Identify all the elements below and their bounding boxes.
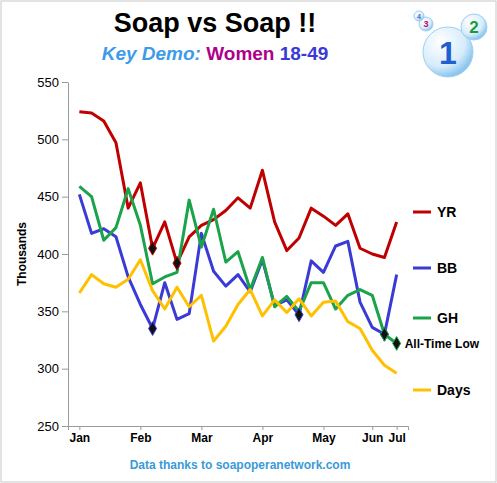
y-axis-title: Thousands xyxy=(15,222,29,286)
subtitle-part: Women xyxy=(201,43,275,64)
badge-number: 3 xyxy=(423,19,428,29)
series-line xyxy=(79,194,396,334)
subtitle-part: Key Demo: xyxy=(102,43,201,64)
x-tick-label: Jun xyxy=(362,431,383,445)
y-tick: 450 xyxy=(37,189,68,204)
y-tick-label: 350 xyxy=(37,304,59,319)
badge-bubble xyxy=(414,11,424,21)
legend-swatch xyxy=(413,389,431,392)
x-tick-mark xyxy=(372,426,373,430)
x-tick: Jan xyxy=(70,426,91,445)
x-axis: Jan Feb Mar Apr May Jun Jul xyxy=(69,426,409,445)
y-tick-mark xyxy=(62,426,68,427)
chart: Soap vs Soap !!Key Demo: Women 18-491234… xyxy=(0,0,497,483)
subtitle-part: 18-49 xyxy=(274,43,328,64)
legend-label: Days xyxy=(437,382,471,398)
y-tick: 350 xyxy=(37,304,68,319)
series-line xyxy=(79,112,396,263)
y-tick-mark xyxy=(62,369,68,370)
low-marker xyxy=(295,308,303,322)
x-tick-mark xyxy=(262,426,263,430)
x-axis-line xyxy=(69,427,409,431)
x-tick-label: May xyxy=(312,431,336,445)
low-marker xyxy=(149,322,157,336)
y-tick-mark xyxy=(62,197,68,198)
series-line xyxy=(79,260,396,374)
badge-number: 1 xyxy=(439,35,457,71)
legend-swatch xyxy=(413,211,431,214)
legend-label: YR xyxy=(437,204,456,220)
y-tick: 300 xyxy=(37,361,68,376)
annotation: All-Time Low xyxy=(405,337,480,351)
legend-label: GH xyxy=(437,310,458,326)
x-tick-label: Mar xyxy=(191,431,213,445)
low-marker xyxy=(173,256,181,270)
frame xyxy=(1,1,496,482)
y-tick-label: 400 xyxy=(37,247,59,262)
x-tick: Apr xyxy=(253,426,274,445)
legend-swatch xyxy=(413,317,431,320)
badge-number: 2 xyxy=(469,18,478,37)
y-tick-label: 500 xyxy=(37,132,59,147)
legend: YR BB GH Days xyxy=(413,204,471,398)
legend-label: BB xyxy=(437,260,457,276)
subtitle: Key Demo: Women 18-49 xyxy=(102,43,329,64)
source-note: Data thanks to soapoperanetwork.com xyxy=(130,458,351,472)
y-tick-mark xyxy=(62,311,68,312)
y-tick-label: 550 xyxy=(37,75,59,90)
y-tick: 250 xyxy=(37,419,68,434)
plot-area xyxy=(79,112,400,373)
y-tick-label: 250 xyxy=(37,419,59,434)
y-tick-label: 450 xyxy=(37,189,59,204)
title: Soap vs Soap !! xyxy=(114,8,317,38)
low-marker xyxy=(149,241,157,255)
x-tick-label: Jan xyxy=(70,431,91,445)
x-tick-mark xyxy=(323,426,324,430)
x-tick-mark xyxy=(140,426,141,430)
x-tick-mark xyxy=(79,426,80,430)
badge-number: 4 xyxy=(417,13,421,20)
y-tick-mark xyxy=(62,254,68,255)
y-axis: 250 300 350 400 450 500 550 xyxy=(37,75,68,434)
x-tick-label: Jul xyxy=(388,431,405,445)
y-tick-mark xyxy=(62,139,68,140)
x-tick-label: Apr xyxy=(253,431,274,445)
legend-swatch xyxy=(413,267,431,270)
y-tick: 400 xyxy=(37,247,68,262)
x-tick-label: Feb xyxy=(130,431,151,445)
x-tick: Jul xyxy=(388,426,405,445)
y-tick: 550 xyxy=(37,75,68,90)
x-tick: May xyxy=(312,426,336,445)
badge-bubble xyxy=(461,14,487,40)
y-tick-label: 300 xyxy=(37,361,59,376)
low-marker xyxy=(380,327,388,341)
y-tick: 500 xyxy=(37,132,68,147)
low-marker xyxy=(393,337,401,351)
x-tick-mark xyxy=(397,426,398,430)
y-tick-mark xyxy=(62,82,68,83)
series-line xyxy=(79,186,396,343)
low-marker xyxy=(380,327,388,341)
x-tick-mark xyxy=(201,426,202,430)
x-tick: Mar xyxy=(191,426,213,445)
x-tick: Jun xyxy=(362,426,383,445)
x-tick: Feb xyxy=(130,426,151,445)
y-axis-line xyxy=(68,83,69,427)
